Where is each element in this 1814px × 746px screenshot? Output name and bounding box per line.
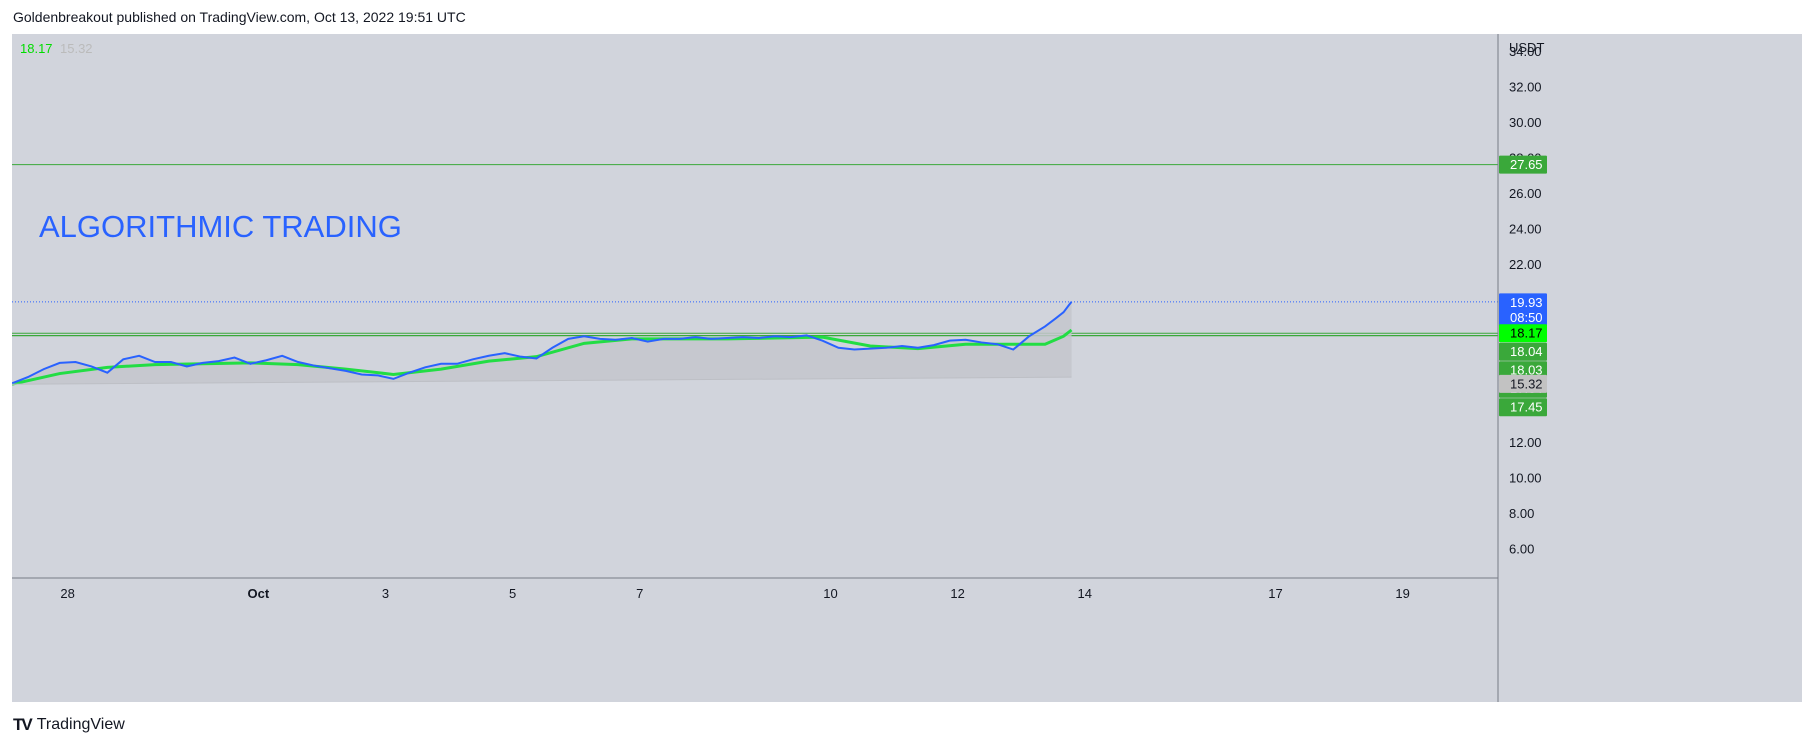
price-label-bg: [1499, 374, 1547, 393]
y-tick-label: 32.00: [1509, 79, 1542, 94]
price-chart[interactable]: 6.008.0010.0012.0014.0016.0018.0020.0022…: [12, 34, 1802, 702]
y-tick-label: 12.00: [1509, 435, 1542, 450]
price-label-text: 15.32: [1510, 376, 1543, 391]
y-tick-label: 30.00: [1509, 115, 1542, 130]
price-labels: 27.6519.9308:5018.1718.0418.0317.6417.45…: [1499, 155, 1547, 417]
price-label-bg: [1499, 324, 1547, 343]
countdown-label: 08:50: [1510, 310, 1543, 325]
price-label-text: 17.45: [1510, 400, 1543, 415]
y-tick-label: 8.00: [1509, 506, 1534, 521]
horizontal-levels: [12, 164, 1498, 337]
x-tick-label: Oct: [248, 586, 270, 601]
x-tick-label: 12: [950, 586, 964, 601]
tradingview-logo-icon: TV: [13, 715, 33, 734]
x-tick-label: 5: [509, 586, 516, 601]
price-label-text: 18.17: [1510, 326, 1543, 341]
axis-unit-label: USDT: [1509, 40, 1544, 55]
shaded-area: [12, 301, 1072, 385]
y-tick-label: 26.00: [1509, 186, 1542, 201]
base-series-line: [12, 376, 1072, 385]
x-tick-label: 28: [60, 586, 74, 601]
footer-brand[interactable]: TV TradingView: [13, 715, 125, 735]
price-label-bg: [1499, 293, 1547, 327]
x-tick-label: 10: [823, 586, 837, 601]
publish-info: Goldenbreakout published on TradingView.…: [13, 9, 466, 25]
price-label-bg: [1499, 361, 1547, 380]
x-tick-label: 3: [382, 586, 389, 601]
series-layer: [12, 301, 1073, 386]
annotation-text[interactable]: ALGORITHMIC TRADING: [39, 209, 402, 244]
y-tick-label: 6.00: [1509, 542, 1534, 557]
y-tick-label: 22.00: [1509, 257, 1542, 272]
x-tick-label: 7: [636, 586, 643, 601]
price-series-line: [12, 301, 1073, 385]
x-tick-label: 19: [1395, 586, 1409, 601]
price-label-text: 18.04: [1510, 344, 1543, 359]
time-axis[interactable]: 28 Oct 3 5 7 10 12 14 17 19: [60, 586, 1409, 601]
x-tick-label: 17: [1268, 586, 1282, 601]
x-tick-label: 14: [1078, 586, 1092, 601]
price-label-text: 27.65: [1510, 157, 1543, 172]
brand-name: TradingView: [36, 716, 125, 733]
price-label-text: 18.03: [1510, 363, 1543, 378]
legend-value-secondary: 15.32: [60, 41, 93, 56]
y-tick-label: 34.00: [1509, 44, 1542, 59]
price-label-bg: [1499, 398, 1547, 417]
price-label-text: 19.93: [1510, 295, 1543, 310]
y-tick-label: 10.00: [1509, 470, 1542, 485]
legend-value-primary: 18.17: [20, 41, 53, 56]
chart-panel[interactable]: 6.008.0010.0012.0014.0016.0018.0020.0022…: [12, 34, 1802, 702]
y-tick-label: 24.00: [1509, 222, 1542, 237]
price-label-bg: [1499, 342, 1547, 361]
price-label-bg: [1499, 155, 1547, 174]
